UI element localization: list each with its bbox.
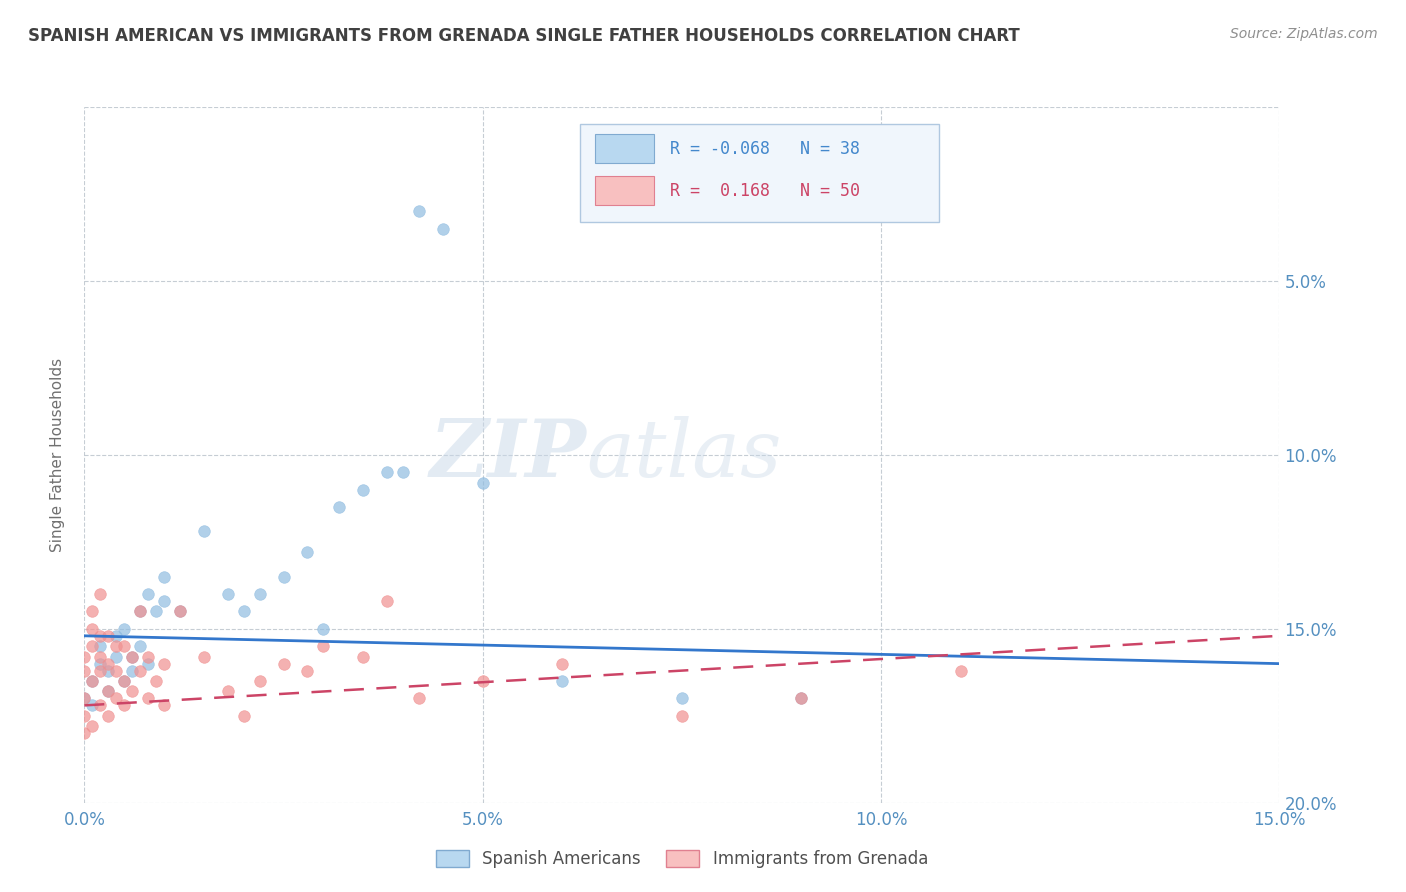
Point <box>73 649 96 664</box>
Point <box>249 674 271 689</box>
Point <box>112 674 135 689</box>
Point <box>97 657 120 671</box>
Point <box>136 691 159 706</box>
Point <box>408 691 430 706</box>
Point <box>671 691 693 706</box>
Text: R = -0.068   N = 38: R = -0.068 N = 38 <box>669 140 860 158</box>
Point <box>73 708 96 723</box>
Point <box>82 639 104 653</box>
Point <box>471 674 494 689</box>
Point <box>97 684 120 698</box>
Legend: Spanish Americans, Immigrants from Grenada: Spanish Americans, Immigrants from Grena… <box>429 843 935 874</box>
Point <box>129 664 152 678</box>
FancyBboxPatch shape <box>595 134 654 163</box>
Point <box>297 664 319 678</box>
Point <box>375 594 398 608</box>
Point <box>145 605 167 619</box>
Point <box>217 587 239 601</box>
Text: SPANISH AMERICAN VS IMMIGRANTS FROM GRENADA SINGLE FATHER HOUSEHOLDS CORRELATION: SPANISH AMERICAN VS IMMIGRANTS FROM GREN… <box>28 27 1019 45</box>
Point <box>73 664 96 678</box>
Point <box>217 684 239 698</box>
Point <box>97 664 120 678</box>
Text: ZIP: ZIP <box>429 417 586 493</box>
Point <box>153 570 176 584</box>
Point <box>105 639 128 653</box>
Point <box>153 594 176 608</box>
Point <box>551 674 574 689</box>
Point <box>112 622 135 636</box>
Point <box>169 605 191 619</box>
Point <box>273 657 295 671</box>
Point <box>89 649 111 664</box>
Point <box>432 221 454 235</box>
Point <box>97 629 120 643</box>
Point <box>82 674 104 689</box>
Point <box>89 587 111 601</box>
Point <box>105 629 128 643</box>
Point <box>136 649 159 664</box>
Point <box>121 649 143 664</box>
Point <box>136 587 159 601</box>
Point <box>193 524 215 539</box>
Point <box>408 204 430 219</box>
Point <box>153 698 176 713</box>
Point <box>82 719 104 733</box>
Point <box>352 483 374 497</box>
Point <box>82 605 104 619</box>
Point <box>73 691 96 706</box>
Point <box>273 570 295 584</box>
Point <box>392 466 415 480</box>
Point <box>89 629 111 643</box>
Point <box>551 657 574 671</box>
Point <box>129 605 152 619</box>
Point <box>82 698 104 713</box>
Point <box>82 622 104 636</box>
Point <box>312 639 335 653</box>
Point <box>328 500 350 514</box>
Point <box>82 674 104 689</box>
Point <box>671 708 693 723</box>
Point <box>471 475 494 490</box>
Point <box>73 691 96 706</box>
Point <box>232 605 254 619</box>
Point <box>89 657 111 671</box>
Point <box>105 691 128 706</box>
Point <box>89 698 111 713</box>
Point <box>97 708 120 723</box>
Point <box>105 649 128 664</box>
Point <box>129 639 152 653</box>
Point <box>73 726 96 740</box>
Point <box>129 605 152 619</box>
Point <box>790 691 813 706</box>
Point <box>153 657 176 671</box>
Text: atlas: atlas <box>586 417 782 493</box>
FancyBboxPatch shape <box>581 124 939 222</box>
Point <box>352 649 374 664</box>
Point <box>297 545 319 559</box>
Y-axis label: Single Father Households: Single Father Households <box>51 358 65 552</box>
Point <box>112 674 135 689</box>
Point <box>790 691 813 706</box>
Point <box>89 664 111 678</box>
Point <box>145 674 167 689</box>
Point <box>249 587 271 601</box>
Point <box>121 649 143 664</box>
Point <box>232 708 254 723</box>
Point <box>169 605 191 619</box>
Text: R =  0.168   N = 50: R = 0.168 N = 50 <box>669 182 860 200</box>
Point <box>97 684 120 698</box>
Point <box>121 664 143 678</box>
Point <box>193 649 215 664</box>
FancyBboxPatch shape <box>595 176 654 205</box>
Point <box>312 622 335 636</box>
Text: Source: ZipAtlas.com: Source: ZipAtlas.com <box>1230 27 1378 41</box>
Point <box>375 466 398 480</box>
Point <box>949 664 972 678</box>
Point <box>136 657 159 671</box>
Point <box>112 639 135 653</box>
Point <box>105 664 128 678</box>
Point <box>112 698 135 713</box>
Point <box>121 684 143 698</box>
Point <box>89 639 111 653</box>
